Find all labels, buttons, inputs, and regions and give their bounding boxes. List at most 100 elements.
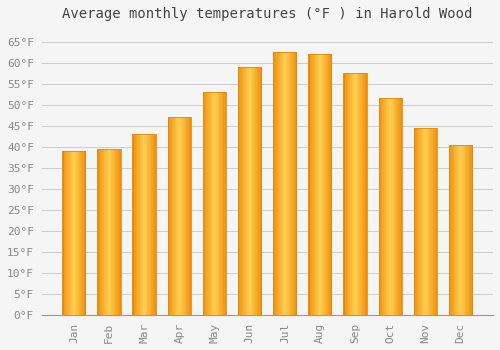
Bar bbox=[345, 73, 346, 315]
Title: Average monthly temperatures (°F ) in Harold Wood: Average monthly temperatures (°F ) in Ha… bbox=[62, 7, 472, 21]
Bar bbox=[206, 92, 208, 315]
Bar bbox=[422, 128, 423, 315]
Bar bbox=[184, 117, 185, 315]
Bar bbox=[244, 67, 245, 315]
Bar bbox=[170, 117, 171, 315]
Bar bbox=[286, 52, 288, 315]
Bar bbox=[417, 128, 418, 315]
Bar bbox=[388, 98, 389, 315]
Bar bbox=[456, 145, 458, 315]
Bar bbox=[105, 149, 106, 315]
Bar bbox=[274, 52, 296, 315]
Bar bbox=[64, 151, 66, 315]
Bar bbox=[259, 67, 260, 315]
Bar bbox=[242, 67, 244, 315]
Bar bbox=[424, 128, 425, 315]
Bar bbox=[99, 149, 100, 315]
Bar bbox=[355, 73, 356, 315]
Bar bbox=[209, 92, 210, 315]
Bar bbox=[101, 149, 102, 315]
Bar bbox=[458, 145, 459, 315]
Bar bbox=[210, 92, 212, 315]
Bar bbox=[285, 52, 286, 315]
Bar bbox=[434, 128, 435, 315]
Bar bbox=[348, 73, 349, 315]
Bar bbox=[135, 134, 136, 315]
Bar bbox=[427, 128, 428, 315]
Bar bbox=[389, 98, 390, 315]
Bar bbox=[396, 98, 398, 315]
Bar bbox=[428, 128, 430, 315]
Bar bbox=[257, 67, 258, 315]
Bar bbox=[470, 145, 471, 315]
Bar bbox=[172, 117, 173, 315]
Bar bbox=[173, 117, 174, 315]
Bar bbox=[291, 52, 292, 315]
Bar bbox=[418, 128, 419, 315]
Bar bbox=[138, 134, 140, 315]
Bar bbox=[327, 54, 328, 315]
Bar bbox=[110, 149, 112, 315]
Bar bbox=[310, 54, 312, 315]
Bar bbox=[185, 117, 186, 315]
Bar bbox=[133, 134, 156, 315]
Bar bbox=[188, 117, 189, 315]
Bar bbox=[384, 98, 385, 315]
Bar bbox=[274, 52, 276, 315]
Bar bbox=[449, 145, 450, 315]
Bar bbox=[250, 67, 252, 315]
Bar bbox=[322, 54, 323, 315]
Bar bbox=[254, 67, 256, 315]
Bar bbox=[289, 52, 290, 315]
Bar bbox=[284, 52, 285, 315]
Bar bbox=[220, 92, 221, 315]
Bar bbox=[278, 52, 280, 315]
Bar bbox=[288, 52, 289, 315]
Bar bbox=[62, 151, 86, 315]
Bar bbox=[150, 134, 152, 315]
Bar bbox=[359, 73, 360, 315]
Bar bbox=[77, 151, 78, 315]
Bar bbox=[391, 98, 392, 315]
Bar bbox=[63, 151, 64, 315]
Bar bbox=[316, 54, 317, 315]
Bar bbox=[435, 128, 436, 315]
Bar bbox=[358, 73, 359, 315]
Bar bbox=[471, 145, 472, 315]
Bar bbox=[202, 92, 203, 315]
Bar bbox=[463, 145, 464, 315]
Bar bbox=[118, 149, 120, 315]
Bar bbox=[84, 151, 85, 315]
Bar bbox=[221, 92, 222, 315]
Bar bbox=[287, 52, 288, 315]
Bar bbox=[293, 52, 294, 315]
Bar bbox=[424, 128, 426, 315]
Bar bbox=[325, 54, 326, 315]
Bar bbox=[136, 134, 137, 315]
Bar bbox=[414, 128, 416, 315]
Bar bbox=[399, 98, 400, 315]
Bar bbox=[224, 92, 225, 315]
Bar bbox=[177, 117, 178, 315]
Bar bbox=[400, 98, 402, 315]
Bar bbox=[106, 149, 107, 315]
Bar bbox=[320, 54, 321, 315]
Bar bbox=[398, 98, 399, 315]
Bar bbox=[132, 134, 133, 315]
Bar bbox=[455, 145, 456, 315]
Bar bbox=[364, 73, 366, 315]
Bar bbox=[176, 117, 177, 315]
Bar bbox=[145, 134, 146, 315]
Bar bbox=[353, 73, 354, 315]
Bar bbox=[67, 151, 68, 315]
Bar bbox=[180, 117, 181, 315]
Bar bbox=[462, 145, 463, 315]
Bar bbox=[295, 52, 296, 315]
Bar bbox=[352, 73, 353, 315]
Bar bbox=[225, 92, 226, 315]
Bar bbox=[321, 54, 322, 315]
Bar bbox=[255, 67, 256, 315]
Bar bbox=[346, 73, 348, 315]
Bar bbox=[459, 145, 460, 315]
Bar bbox=[414, 128, 437, 315]
